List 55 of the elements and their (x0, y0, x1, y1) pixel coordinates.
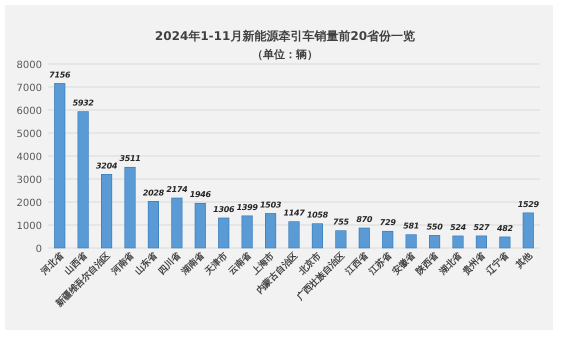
x-tick-label: 其他 (513, 250, 536, 272)
data-label: 2174 (166, 185, 188, 194)
data-label: 3204 (96, 161, 118, 170)
bar (406, 234, 417, 248)
data-label: 1946 (190, 190, 212, 200)
bar (476, 236, 487, 248)
y-tick-label: 2000 (16, 198, 42, 209)
data-label: 1399 (236, 202, 258, 212)
data-label: 7156 (49, 70, 71, 80)
data-label: 1058 (306, 210, 329, 220)
y-tick-label: 6000 (16, 106, 42, 117)
bar (194, 202, 206, 248)
data-label: 550 (426, 222, 444, 232)
data-label: 1306 (213, 204, 235, 214)
bar (358, 228, 370, 248)
bar (382, 230, 394, 248)
data-label: 870 (356, 214, 373, 224)
bar (242, 216, 253, 248)
bar (101, 174, 112, 248)
chart-subtitle: （单位：辆） (252, 48, 318, 61)
data-label: 581 (403, 222, 420, 231)
y-tick-label: 8000 (16, 60, 42, 71)
data-label: 2028 (142, 188, 165, 198)
data-label: 5932 (72, 98, 94, 108)
bar (429, 235, 440, 248)
bar (218, 218, 230, 248)
y-tick-label: 1000 (16, 221, 42, 232)
bar (452, 236, 464, 248)
data-label: 524 (450, 222, 467, 232)
bar (288, 221, 300, 248)
data-label: 755 (332, 218, 350, 227)
data-label: 1529 (518, 200, 540, 209)
bar (148, 201, 159, 248)
bar (499, 236, 510, 248)
bar (124, 166, 136, 248)
bar (312, 223, 323, 248)
chart-title: 2024年1-11月新能源牵引车销量前20省份一览 (154, 29, 416, 43)
data-label: 1503 (260, 200, 282, 210)
bar (335, 230, 346, 248)
bar (171, 198, 182, 248)
bar (78, 111, 89, 248)
bar (522, 212, 534, 248)
y-tick-label: 4000 (16, 152, 42, 163)
x-tick-label: 云南省 (226, 250, 254, 278)
y-tick-label: 5000 (16, 129, 42, 140)
data-label: 1147 (283, 208, 306, 218)
y-tick-label: 3000 (16, 175, 42, 186)
bar (54, 83, 66, 248)
data-label: 729 (380, 218, 396, 228)
data-label: 3511 (119, 154, 141, 164)
y-tick-label: 0 (36, 244, 42, 255)
bar (265, 213, 276, 248)
y-tick-label: 7000 (16, 83, 42, 94)
data-label: 527 (474, 222, 490, 232)
data-label: 482 (496, 224, 514, 233)
